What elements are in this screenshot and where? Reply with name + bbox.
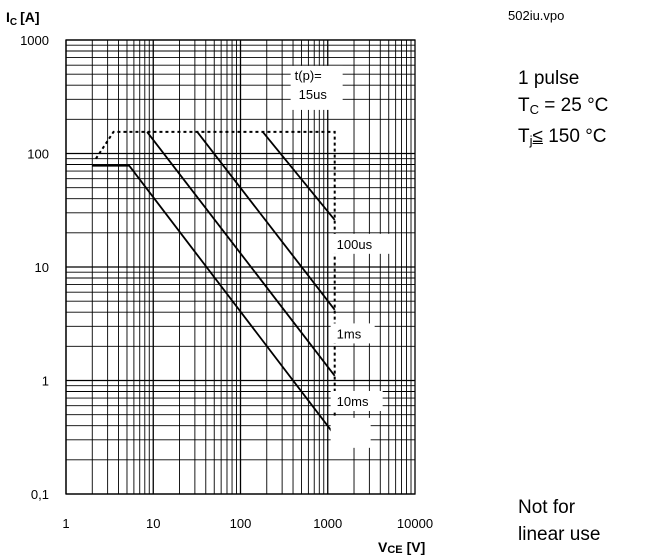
- curve-label-bg: [290, 65, 343, 110]
- curve-labels: t(p)= 15us 100us 1ms 10ms: [295, 68, 373, 409]
- curve-label-10ms: 10ms: [337, 394, 369, 409]
- file-label: 502iu.vpo: [508, 8, 564, 23]
- pulse-condition: 1 pulse: [518, 68, 580, 89]
- chart-curves: [92, 130, 336, 440]
- case-temperature-condition: TC = 25 °C: [518, 95, 609, 117]
- plot-frame: [65, 39, 416, 495]
- curve-100us: [262, 131, 336, 221]
- curve-label-1ms: 1ms: [337, 326, 362, 341]
- x-tick-label: 1: [62, 516, 69, 531]
- y-axis-label: IC [A]: [6, 9, 40, 28]
- curve-label-bg: [330, 390, 383, 411]
- curve-label-15us: 15us: [299, 87, 328, 102]
- x-tick-label: 1000: [313, 516, 342, 531]
- curve-label-bg: [330, 417, 371, 448]
- x-tick-label: 10000: [397, 516, 433, 531]
- x-axis-label: VCE [V]: [378, 539, 425, 556]
- curve-label-bg: [330, 233, 391, 254]
- curve-t-p-15us: [95, 130, 336, 440]
- x-tick-label: 10: [146, 516, 160, 531]
- curve-10ms: [146, 131, 336, 377]
- y-tick-label: 1: [42, 374, 49, 389]
- y-tick-label: 0,1: [31, 487, 49, 502]
- curve-1ms: [196, 131, 336, 311]
- test-conditions: 1 pulse TC = 25 °C Tj≤ 150 °C: [518, 65, 608, 154]
- tick-labels: 1 10 100 1000 10000 0,1 1 10 100 1000: [20, 33, 433, 531]
- junction-temperature-condition: Tj≤ 150 °C: [518, 126, 607, 148]
- curve-label-15us: t(p)=: [295, 68, 322, 83]
- usage-note: Not for linear use: [518, 497, 601, 545]
- curve-label-backgrounds: [290, 65, 391, 448]
- curve-label-100us: 100us: [337, 237, 373, 252]
- curve-label-bg: [330, 323, 375, 344]
- curve-curve-5: [92, 164, 336, 436]
- y-tick-label: 100: [27, 147, 49, 162]
- y-tick-label: 10: [35, 260, 49, 275]
- x-tick-label: 100: [230, 516, 252, 531]
- y-tick-label: 1000: [20, 33, 49, 48]
